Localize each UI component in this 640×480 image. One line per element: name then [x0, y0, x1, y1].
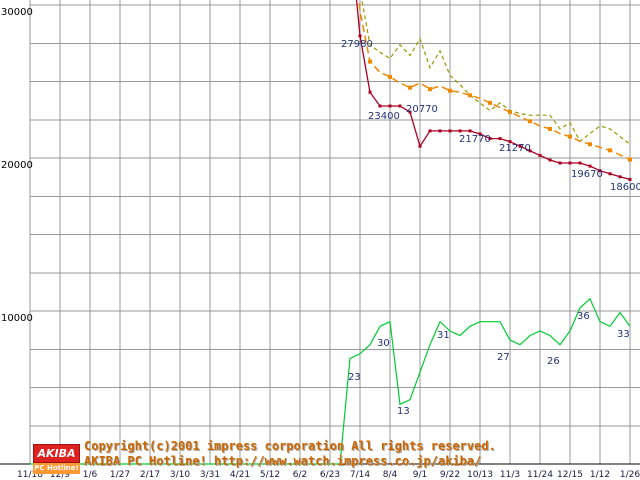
- annotation-label: 27980: [341, 39, 373, 50]
- series-lowest-price-marker: [518, 144, 522, 148]
- annotation-label: 21270: [499, 143, 531, 154]
- annotation-label: 36: [577, 311, 590, 322]
- series-lowest-price-marker: [388, 104, 392, 108]
- x-tick-label: 9/22: [440, 470, 460, 480]
- x-tick-label: 1/27: [110, 470, 130, 480]
- series-average-price-marker: [528, 119, 532, 124]
- series-average-price-marker: [468, 93, 472, 98]
- series-lowest-price-marker: [628, 177, 632, 181]
- x-tick-label: 3/10: [170, 470, 190, 480]
- x-tick-label: 12/15: [557, 470, 583, 480]
- series-average-price-marker: [428, 87, 432, 92]
- series-lowest-price-marker: [378, 104, 382, 108]
- x-tick-label: 6/2: [293, 470, 307, 480]
- series-lowest-price-line: [355, 0, 631, 181]
- series-lowest-price-marker: [478, 132, 482, 136]
- series-average-price-marker: [508, 110, 512, 115]
- y-tick-label: 30000: [1, 7, 33, 18]
- x-tick-label: 10/13: [467, 470, 493, 480]
- y-tick-label: 10000: [1, 313, 33, 324]
- akiba-logo-title: AKIBA: [33, 444, 80, 463]
- series-average-price-marker: [608, 148, 612, 153]
- series-highest-price-line: [361, 0, 631, 145]
- annotation-label: 30: [377, 338, 390, 349]
- x-tick-label: 5/12: [260, 470, 280, 480]
- annotation-label: 33: [617, 329, 630, 340]
- series-lowest-price-marker: [418, 144, 422, 148]
- akiba-logo: AKIBA PC Hotline!: [33, 444, 80, 475]
- series-lowest-price-marker: [558, 161, 562, 165]
- series-shop-count-line: [30, 297, 631, 465]
- series-lowest-price-marker: [458, 129, 462, 133]
- series-average-price-marker: [448, 88, 452, 93]
- annotation-label: 13: [397, 406, 410, 417]
- series-average-price-marker: [388, 74, 392, 79]
- series-lowest-price-marker: [468, 129, 472, 133]
- series-lowest-price-marker: [608, 172, 612, 176]
- x-tick-label: 3/31: [200, 470, 220, 480]
- x-tick-label: 6/23: [320, 470, 340, 480]
- series-lowest-price-marker: [588, 164, 592, 168]
- series-lowest-price-marker: [528, 149, 532, 153]
- x-tick-label: 4/21: [230, 470, 250, 480]
- series-lowest-price-marker: [598, 169, 602, 173]
- copyright-text: Copyright(c)2001 impress corporation All…: [84, 439, 496, 453]
- annotation-label: 27: [497, 352, 510, 363]
- series-lowest-price-marker: [368, 90, 372, 94]
- x-tick-label: 7/14: [350, 470, 370, 480]
- annotation-label: 18600: [610, 182, 640, 193]
- series-lowest-price-marker: [538, 153, 542, 157]
- series-average-price-marker: [568, 134, 572, 139]
- series-lowest-price-marker: [508, 140, 512, 144]
- site-url-text: AKIBA PC Hotline! http://www.watch.impre…: [84, 454, 482, 468]
- series-lowest-price-marker: [618, 175, 622, 179]
- series-lowest-price-marker: [448, 129, 452, 133]
- series-lowest-price-marker: [498, 137, 502, 141]
- series-lowest-price-marker: [488, 137, 492, 141]
- y-tick-label: 20000: [1, 160, 33, 171]
- series-lowest-price-marker: [438, 129, 442, 133]
- series-average-price-marker: [488, 100, 492, 105]
- annotation-label: 23400: [368, 111, 400, 122]
- x-tick-label: 12/9: [50, 470, 70, 480]
- x-tick-label: 11/3: [500, 470, 520, 480]
- series-average-price-marker: [548, 126, 552, 131]
- annotation-label: 26: [547, 356, 560, 367]
- series-average-price-marker: [408, 85, 412, 90]
- series-lowest-price-marker: [398, 104, 402, 108]
- series-lowest-price-marker: [568, 161, 572, 165]
- series-lowest-price-marker: [548, 158, 552, 162]
- x-tick-label: 1/12: [590, 470, 610, 480]
- x-tick-label: 9/1: [413, 470, 427, 480]
- series-average-price-marker: [628, 157, 632, 162]
- series-lowest-price-marker: [428, 129, 432, 133]
- series-lowest-price-marker: [408, 110, 412, 114]
- series-lowest-price-marker: [578, 161, 582, 165]
- x-tick-label: 2/17: [140, 470, 160, 480]
- annotation-label: 21770: [459, 134, 491, 145]
- series-average-price-marker: [368, 59, 372, 64]
- x-tick-label: 1/26: [620, 470, 640, 480]
- annotation-label: 20770: [406, 104, 438, 115]
- x-tick-label: 1/6: [83, 470, 98, 480]
- x-tick-label: 8/4: [383, 470, 398, 480]
- akiba-logo-subtitle: PC Hotline!: [33, 463, 80, 474]
- x-tick-label: 11/24: [527, 470, 553, 480]
- series-lowest-price-marker: [358, 34, 362, 38]
- x-tick-label: 11/18: [17, 470, 43, 480]
- annotation-label: 19670: [571, 169, 603, 180]
- annotation-label: 31: [437, 330, 450, 341]
- series-average-price-marker: [588, 142, 592, 147]
- annotation-label: 23: [348, 372, 361, 383]
